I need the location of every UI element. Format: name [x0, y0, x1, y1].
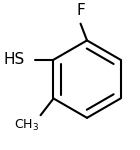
Text: CH$_3$: CH$_3$ [14, 118, 39, 133]
Text: HS: HS [4, 52, 25, 67]
Text: F: F [76, 3, 85, 18]
